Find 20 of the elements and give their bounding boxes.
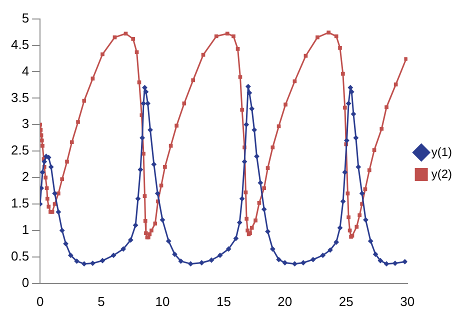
y-tick-label: 2 xyxy=(22,169,30,184)
y-tick-label: 1 xyxy=(22,222,30,238)
x-tick-label: 5 xyxy=(98,294,105,309)
y-tick-label: 2.5 xyxy=(10,142,30,158)
y-tick-label: 4.5 xyxy=(10,36,30,52)
x-tick-label: 25 xyxy=(338,294,354,309)
y-tick-label: 3 xyxy=(22,116,30,132)
y-tick-label: 1.5 xyxy=(10,196,30,211)
x-tick-label: 30 xyxy=(400,294,415,309)
legend-label: y(1) xyxy=(431,144,452,159)
y-tick-label: 4 xyxy=(22,63,30,78)
y-tick-label: 3.5 xyxy=(10,90,30,105)
y-tick-label: 0.5 xyxy=(10,248,30,264)
x-tick-label: 10 xyxy=(155,294,170,309)
x-tick-label: 15 xyxy=(216,294,231,309)
y-tick-label: 5 xyxy=(22,10,30,26)
y-tick-label: 0 xyxy=(22,274,30,290)
x-tick-label: 0 xyxy=(36,294,44,309)
x-tick-label: 20 xyxy=(278,294,292,309)
legend-label: y(2) xyxy=(431,166,452,181)
